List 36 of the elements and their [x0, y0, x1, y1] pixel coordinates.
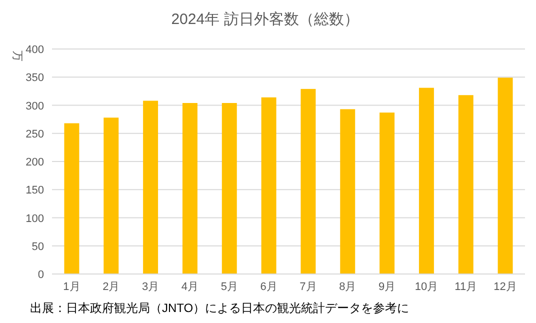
- x-tick-label: 7月: [300, 281, 317, 293]
- y-tick-label: 300: [26, 100, 44, 112]
- y-tick-label: 0: [38, 269, 44, 281]
- bar: [104, 118, 119, 274]
- x-tick-label: 11月: [454, 281, 478, 293]
- x-tick-label: 8月: [339, 281, 356, 293]
- chart-title: 2024年 訪日外客数（総数）: [171, 11, 359, 28]
- y-tick-label: 200: [26, 156, 44, 168]
- x-tick-label: 4月: [181, 281, 199, 293]
- bar: [182, 103, 198, 274]
- x-tick-label: 9月: [378, 281, 396, 293]
- y-tick-label: 400: [26, 44, 44, 56]
- bar: [340, 109, 356, 274]
- y-axis-title: 万: [11, 50, 23, 62]
- bar: [261, 97, 276, 274]
- y-tick-label: 250: [26, 128, 44, 140]
- y-tick-label: 50: [32, 240, 44, 253]
- y-tick-label: 150: [26, 184, 44, 197]
- bar: [64, 123, 80, 274]
- x-tick-label: 6月: [260, 281, 278, 293]
- bar: [143, 100, 158, 274]
- bar: [458, 95, 474, 274]
- x-tick-label: 2月: [102, 281, 120, 293]
- x-tick-label: 5月: [220, 281, 238, 293]
- x-tick-label: 3月: [142, 281, 160, 293]
- x-tick-label: 12月: [494, 281, 517, 293]
- y-tick-label: 100: [26, 212, 44, 225]
- bar: [380, 112, 395, 274]
- y-tick-label: 350: [26, 72, 44, 84]
- x-tick-label: 1月: [63, 281, 80, 293]
- bar: [498, 78, 513, 274]
- bar: [418, 88, 434, 274]
- text: 出展：日本政府観光局（JNTO）による日本の観光統計データを参考に: [30, 301, 410, 315]
- x-tick-label: 10月: [414, 281, 438, 293]
- bar: [300, 88, 316, 274]
- bar: [222, 103, 237, 274]
